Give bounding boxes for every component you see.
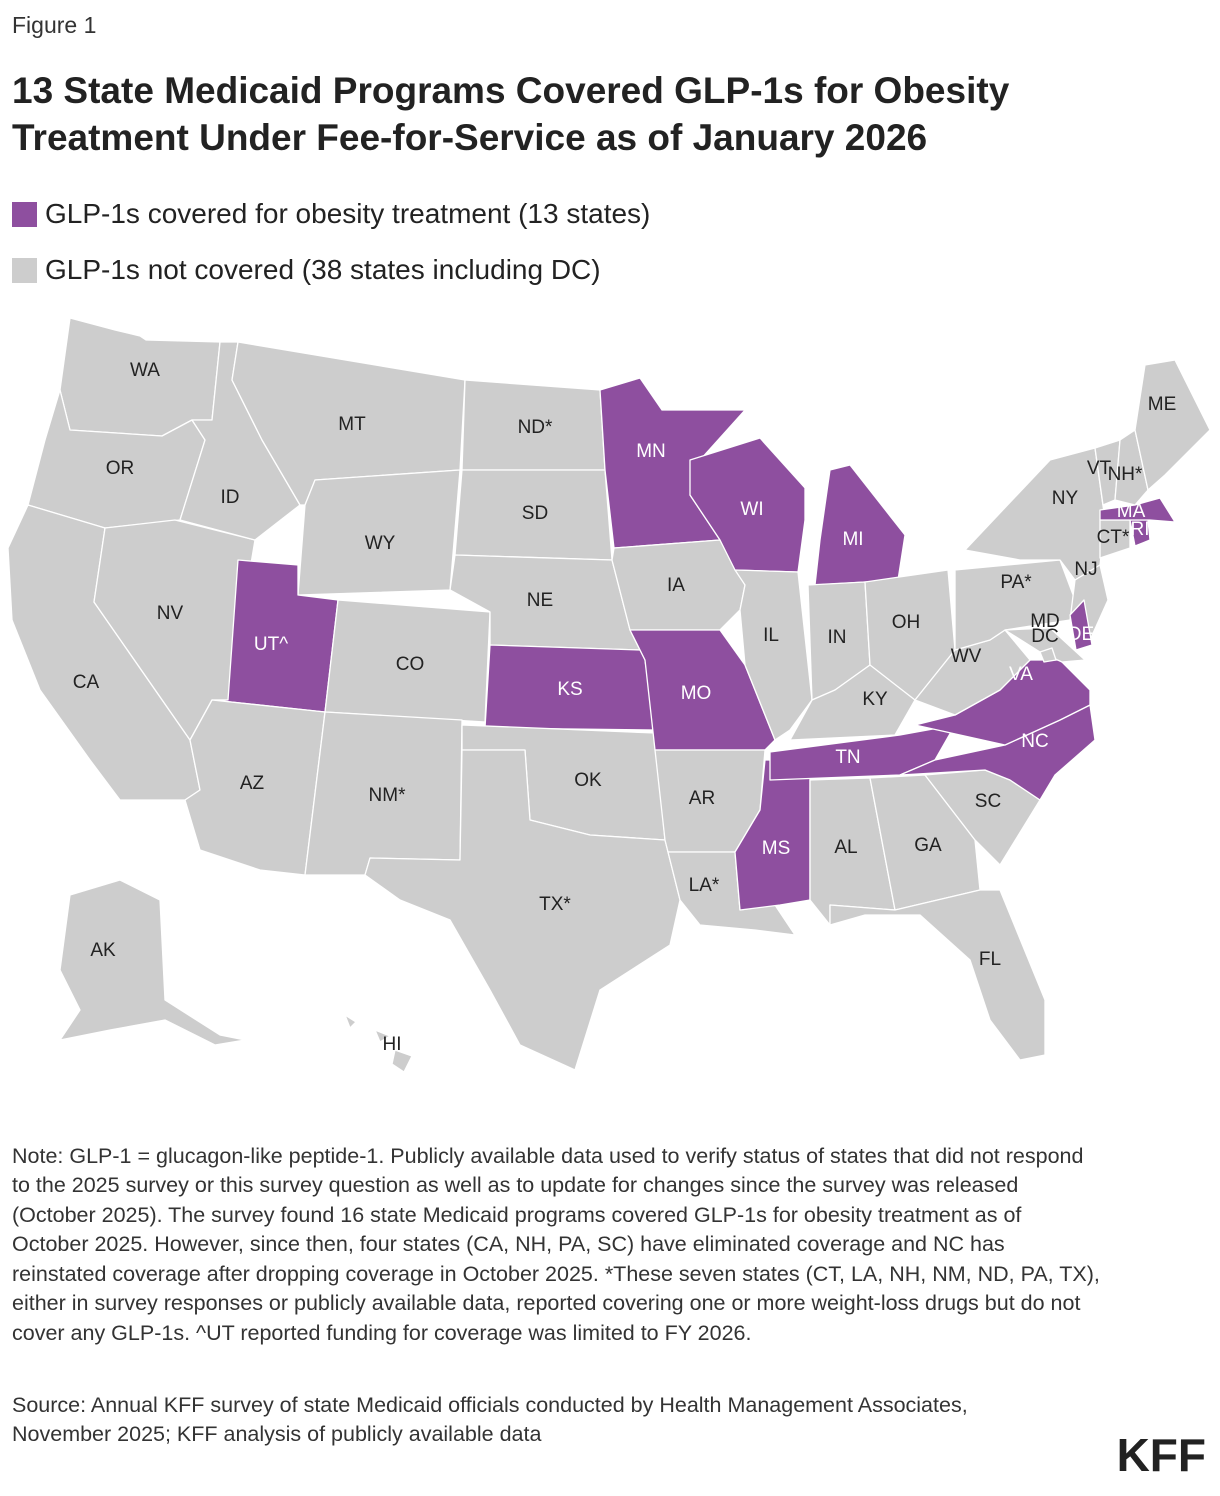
state-label-wy: WY [365,533,396,554]
state-label-ms: MS [762,838,791,859]
state-label-vt: VT [1087,458,1112,479]
state-label-ia: IA [667,575,685,596]
state-label-mt: MT [338,414,366,435]
state-label-nh: NH* [1108,464,1143,485]
state-hi [344,1014,413,1073]
state-md [1004,627,1086,663]
state-label-fl: FL [979,949,1001,970]
state-nh [1114,429,1149,506]
state-mo [629,629,776,751]
state-label-ne: NE [527,590,553,611]
state-label-sd: SD [522,503,548,524]
us-state-map: WA OR CA NV ID MT WY UT^ AZ CO NM* ND* SD NE KS OK TX* MN… [7,317,1211,1073]
state-label-pa: PA* [1000,572,1032,593]
state-label-oh: OH [892,612,921,633]
state-label-tn: TN [835,747,860,768]
state-label-nj: NJ [1074,559,1097,580]
state-label-de: DE [1068,624,1094,645]
kff-logo: KFF [1116,1429,1206,1481]
state-label-ga: GA [914,835,942,856]
state-label-ca: CA [73,672,100,693]
state-label-or: OR [106,458,135,479]
state-label-nv: NV [157,603,184,624]
state-label-hi: HI [383,1034,402,1055]
legend-swatch-not-covered [12,257,37,283]
legend-label-not-covered: GLP-1s not covered (38 states including … [45,254,601,285]
state-label-id: ID [221,487,240,508]
state-wy [297,469,461,596]
legend-item-covered: GLP-1s covered for obesity treatment (13… [12,198,650,230]
state-ga [869,774,981,911]
state-label-ny: NY [1052,488,1079,509]
state-label-nc: NC [1021,731,1048,752]
legend-item-not-covered: GLP-1s not covered (38 states including … [12,254,601,286]
state-label-az: AZ [240,773,265,794]
figure-label: Figure 1 [12,12,97,38]
state-label-va: VA [1009,664,1033,685]
state-ak [59,879,246,1046]
state-fl [829,889,1046,1061]
state-label-ok: OK [574,770,602,791]
state-label-al: AL [834,837,857,858]
state-label-ks: KS [557,679,582,700]
state-label-me: ME [1148,394,1177,415]
state-label-mi: MI [842,529,863,550]
legend-label-covered: GLP-1s covered for obesity treatment (13… [45,198,651,229]
state-me [1134,359,1211,491]
state-label-wi: WI [740,499,763,520]
footnote: Note: GLP-1 = glucagon-like peptide-1. P… [12,1144,1100,1345]
state-dc [1039,647,1057,663]
state-label-ma: MA [1117,501,1146,522]
state-label-ar: AR [689,788,715,809]
state-label-wv: WV [951,646,982,667]
state-label-ky: KY [862,689,888,710]
legend-swatch-covered [12,201,37,227]
state-pa [954,559,1076,651]
state-label-tx: TX* [539,894,571,915]
source-note: Source: Annual KFF survey of state Medic… [12,1393,968,1447]
state-label-ct: CT* [1097,527,1130,548]
state-mi [814,464,906,586]
state-label-la: LA* [689,875,720,896]
state-nc [899,704,1096,801]
state-label-il: IL [763,625,779,646]
state-label-dc: DC [1031,626,1058,647]
state-label-ri: RI [1131,519,1150,540]
state-il [734,569,813,741]
state-label-mn: MN [636,441,666,462]
state-de [1069,599,1093,651]
state-label-nd: ND* [518,417,553,438]
state-label-ak: AK [90,940,116,961]
state-label-co: CO [396,654,425,675]
state-label-md: MD [1030,611,1060,632]
state-label-in: IN [828,627,847,648]
state-label-nm: NM* [369,785,407,806]
chart-title: 13 State Medicaid Programs Covered GLP-1… [12,70,1010,158]
state-label-mo: MO [681,683,712,704]
state-label-ut: UT^ [254,634,288,655]
state-label-wa: WA [130,360,160,381]
state-label-sc: SC [975,791,1001,812]
